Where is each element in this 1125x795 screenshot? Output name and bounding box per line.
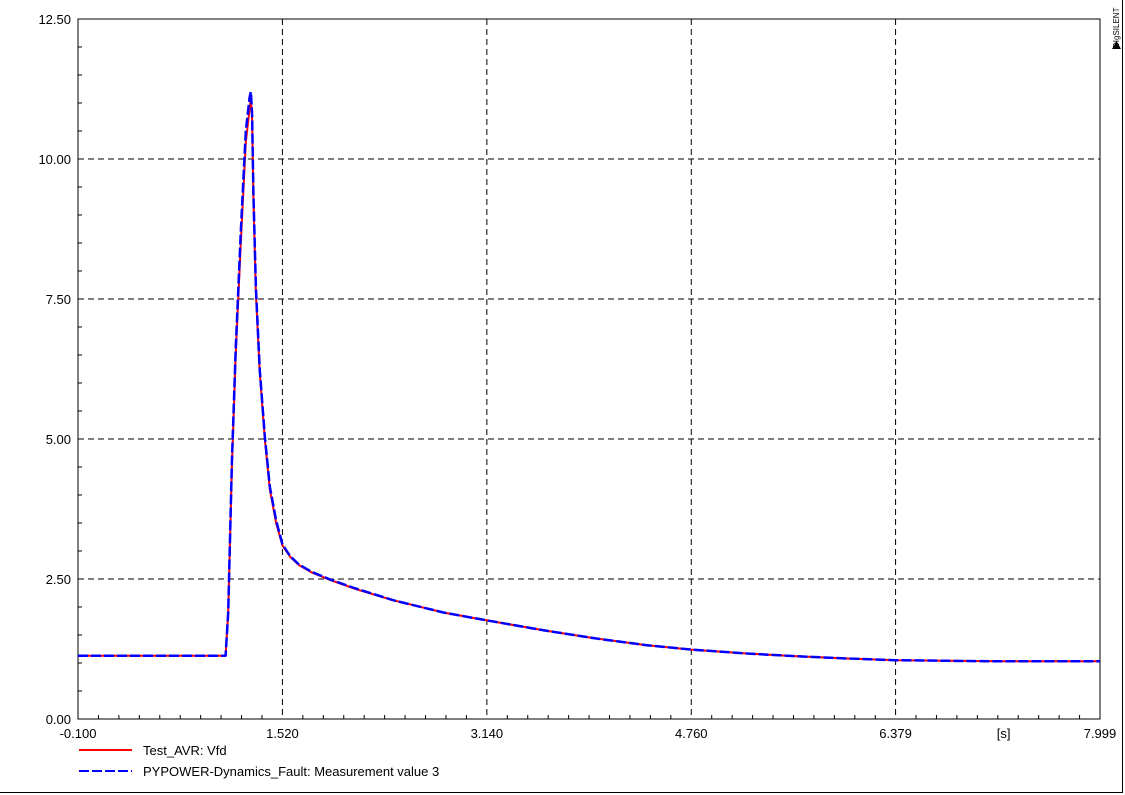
y-tick-label: 7.50 <box>46 292 71 307</box>
y-axis-ticks: 0.00 2.50 5.00 7.50 10.00 12.50 <box>38 12 82 727</box>
x-tick-label: 3.140 <box>471 726 504 741</box>
x-axis-ticks: -0.100 1.520 3.140 4.760 6.379 7.999 [s] <box>60 715 1117 741</box>
y-tick-label: 10.00 <box>38 152 71 167</box>
legend-label-2: PYPOWER-Dynamics_Fault: Measurement valu… <box>143 764 439 779</box>
legend: Test_AVR: Vfd PYPOWER-Dynamics_Fault: Mea… <box>79 743 439 779</box>
legend-label-1: Test_AVR: Vfd <box>143 743 227 758</box>
brand-triangle-icon <box>1112 41 1121 49</box>
x-tick-label: 1.520 <box>266 726 299 741</box>
x-unit-label: [s] <box>997 726 1011 741</box>
y-tick-label: 5.00 <box>46 432 71 447</box>
x-tick-label: -0.100 <box>60 726 97 741</box>
brand-logo-text: DIgSILENT <box>1112 7 1121 48</box>
series-line-2 <box>78 90 1100 663</box>
plot-area <box>77 18 1101 720</box>
series-layer <box>78 90 1100 663</box>
x-tick-label: 4.760 <box>675 726 708 741</box>
y-tick-label: 12.50 <box>38 12 71 27</box>
y-tick-label: 2.50 <box>46 572 71 587</box>
y-tick-label: 0.00 <box>46 712 71 727</box>
series-line-1 <box>78 96 1100 663</box>
grid <box>78 19 1100 719</box>
x-tick-label: 6.379 <box>879 726 912 741</box>
x-tick-label: 7.999 <box>1084 726 1117 741</box>
